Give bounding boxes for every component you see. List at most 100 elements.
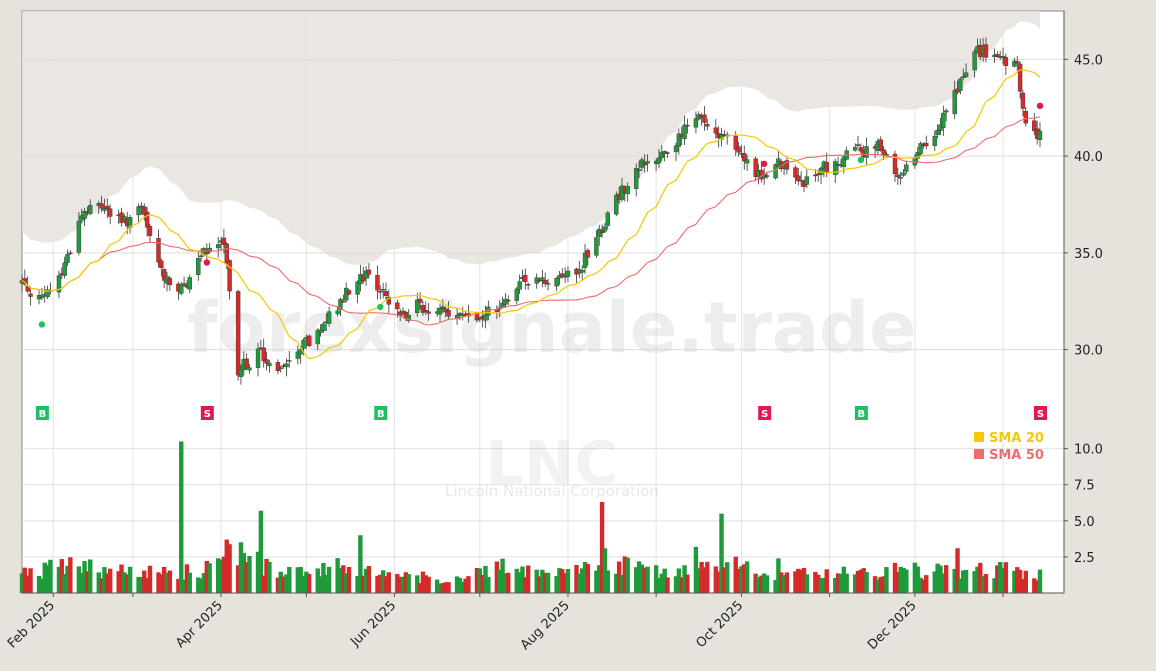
volume-bar xyxy=(486,577,491,593)
candle-body xyxy=(1020,92,1026,109)
volume-bar xyxy=(68,557,73,593)
volume-bar xyxy=(65,565,70,593)
volume-bar xyxy=(363,568,369,593)
volume-bar xyxy=(525,565,531,593)
volume-bar xyxy=(776,558,781,593)
watermark: forexsignale.trade LNC Lincoln National … xyxy=(187,287,916,500)
volume-bar xyxy=(995,565,1000,593)
volume-bar xyxy=(463,578,468,593)
volume-bar xyxy=(713,566,719,593)
volume-bar xyxy=(235,565,241,593)
volume-bar xyxy=(941,573,946,593)
volume-bar xyxy=(287,566,292,593)
candle-body xyxy=(235,291,241,376)
candle-body xyxy=(417,298,423,303)
volume-bar xyxy=(196,577,201,593)
volume-bar xyxy=(383,576,389,593)
volume-bar xyxy=(759,575,764,593)
candle-body xyxy=(941,112,946,128)
volume-bar xyxy=(241,552,246,593)
candle-body xyxy=(599,230,605,234)
volume-bar xyxy=(1017,569,1023,593)
volume-bar xyxy=(1023,570,1028,593)
volume-bar xyxy=(315,568,320,593)
candle-body xyxy=(742,153,747,162)
candle-body xyxy=(852,146,858,151)
volume-bar xyxy=(224,539,229,593)
signal-label: S xyxy=(1037,409,1044,420)
volume-bar xyxy=(656,577,662,593)
candle-body xyxy=(181,283,187,286)
candle-body xyxy=(386,296,392,305)
signal-label: B xyxy=(39,409,47,420)
volume-bar xyxy=(679,577,684,593)
signal-badge xyxy=(200,406,214,420)
volume-bar xyxy=(474,568,480,593)
volume-bar xyxy=(207,563,212,593)
candle-body xyxy=(665,152,670,154)
volume-bar xyxy=(107,568,113,593)
volume-bar xyxy=(304,571,309,593)
volume-bar xyxy=(338,567,343,593)
candle-body xyxy=(537,280,542,282)
candle-body xyxy=(395,302,400,310)
candle-body xyxy=(284,363,289,368)
candle-body xyxy=(642,162,647,166)
candle-body xyxy=(935,129,940,136)
volume-bar xyxy=(582,562,588,593)
volume-bar xyxy=(958,578,963,593)
volume-bar xyxy=(861,568,866,593)
candle-body xyxy=(187,277,192,290)
volume-bar xyxy=(597,565,602,593)
volume-bar xyxy=(841,566,846,593)
candle-body xyxy=(99,203,104,209)
volume-bar xyxy=(167,570,173,593)
volume-bar xyxy=(221,556,227,593)
volume-bar xyxy=(96,572,101,593)
candle-body xyxy=(673,145,679,153)
candle-body xyxy=(972,51,977,71)
signal-label: S xyxy=(761,409,768,420)
candle-body xyxy=(88,205,93,214)
sma-lines xyxy=(21,69,1041,360)
candle-body xyxy=(804,176,810,185)
candle-body xyxy=(238,368,244,378)
candle-body xyxy=(1017,63,1023,92)
volume-bar xyxy=(79,572,84,593)
volume-bar xyxy=(406,574,411,593)
volume-bar xyxy=(997,561,1003,593)
volume-bar xyxy=(227,544,232,593)
volume-bar xyxy=(307,573,312,593)
volume-bar xyxy=(696,568,701,593)
candle-body xyxy=(858,147,864,152)
candle-body xyxy=(338,298,343,310)
volume-bar xyxy=(756,577,761,593)
volume-bar xyxy=(742,564,747,593)
volume-bar xyxy=(932,571,937,593)
volume-bar xyxy=(523,577,528,593)
candle-body xyxy=(82,210,87,219)
candle-body xyxy=(506,299,511,302)
candle-body xyxy=(676,133,682,147)
trend-shading xyxy=(22,11,1040,265)
volume-bar xyxy=(136,576,141,593)
volume-bar xyxy=(179,441,184,593)
volume-bar xyxy=(665,577,670,593)
candle-body xyxy=(702,114,707,123)
volume-bar xyxy=(454,576,460,593)
volume-bar xyxy=(921,579,926,593)
candle-body xyxy=(579,269,585,273)
candle-body xyxy=(682,124,687,140)
volume-bar xyxy=(45,565,50,593)
candle-body xyxy=(961,76,966,78)
signal-dot xyxy=(857,156,865,164)
volume-bar xyxy=(247,556,252,593)
candle-body xyxy=(287,360,292,362)
volume-bar xyxy=(739,566,744,593)
volume-bar xyxy=(833,577,838,593)
volume-bar xyxy=(784,572,790,593)
volume-bar xyxy=(278,571,283,593)
candle-body xyxy=(898,176,903,179)
volume-bar xyxy=(503,573,508,593)
candle-body xyxy=(892,153,898,175)
